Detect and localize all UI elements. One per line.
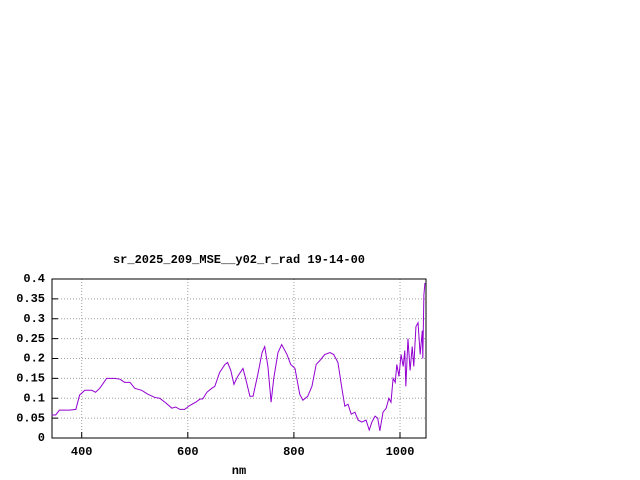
data-line — [51, 282, 426, 432]
y-tick-label: 0.15 — [16, 372, 45, 386]
y-tick-label: 0.3 — [23, 312, 45, 326]
y-tick-label: 0.35 — [16, 292, 45, 306]
y-tick-label: 0 — [38, 431, 45, 445]
plot-border — [51, 278, 427, 439]
x-axis-label: nm — [232, 464, 246, 478]
y-tick-label: 0.2 — [23, 352, 45, 366]
chart-title: sr_2025_209_MSE__y02_r_rad 19-14-00 — [113, 253, 365, 267]
y-tick-label: 0.05 — [16, 411, 45, 425]
x-tick-label: 1000 — [386, 445, 415, 459]
x-tick-label: 400 — [71, 445, 93, 459]
y-tick-label: 0.25 — [16, 332, 45, 346]
x-tick-label: 600 — [177, 445, 199, 459]
x-tick-label: 800 — [283, 445, 305, 459]
y-tick-label: 0.4 — [23, 272, 45, 286]
y-tick-label: 0.1 — [23, 391, 45, 405]
